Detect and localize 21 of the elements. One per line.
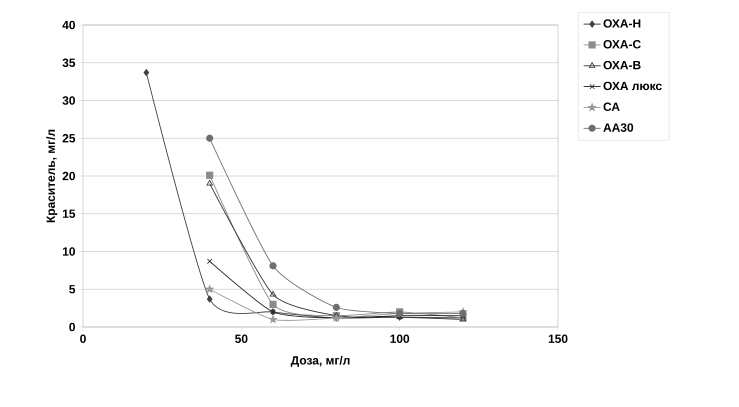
x-tick-label: 150 — [548, 334, 568, 343]
y-tick-label: 40 — [62, 20, 75, 30]
legend-label: ОХА-С — [604, 40, 641, 48]
y-axis-title: Краситель, мг/л — [46, 130, 58, 222]
legend-label: ОХА-Н — [604, 19, 640, 28]
y-tick-label: 30 — [62, 96, 75, 105]
y-tick-label: 15 — [62, 210, 76, 218]
y-tick-label: 20 — [62, 172, 75, 180]
y-tick-label: 0 — [69, 322, 75, 332]
legend-label: ОХА люкс — [604, 82, 662, 90]
x-tick-label: 100 — [390, 334, 410, 343]
y-tick-label: 10 — [62, 247, 75, 256]
y-tick-label: 5 — [69, 285, 76, 294]
legend-label: СА — [604, 102, 620, 111]
legend-label: ОХА-В — [604, 60, 641, 70]
legend-label: АА30 — [603, 123, 634, 132]
y-tick-label: 25 — [62, 134, 76, 142]
x-axis-title: Доза, мг/л — [290, 356, 350, 367]
x-tick-label: 0 — [80, 334, 86, 343]
y-tick-label: 35 — [62, 58, 76, 67]
x-tick-label: 50 — [235, 334, 248, 343]
